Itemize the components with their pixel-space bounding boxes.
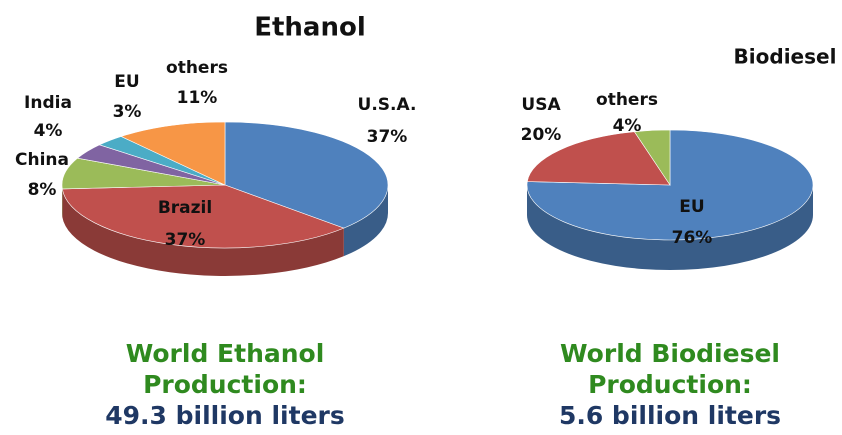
slice-label: others [166,58,228,78]
caption: 5.6 billion liters [559,401,781,430]
slice-value-label: 4% [613,116,642,136]
slice-value-label: 76% [672,228,713,248]
slice-label: China [15,150,69,170]
slice-side [62,188,344,277]
caption: World Biodiesel [560,339,780,368]
slice-value-label: 11% [177,88,218,108]
slice [61,184,345,249]
slice-label: U.S.A. [358,95,417,115]
slice-label: others [596,90,658,110]
chart-title: Ethanol [254,13,366,43]
slice-label: USA [521,95,561,115]
slice-value-label: 20% [521,125,562,145]
slice-label: EU [679,197,704,217]
slice-value-label: 37% [165,230,206,250]
slice-value-label: 37% [367,127,408,147]
caption: 49.3 billion liters [105,401,345,430]
slice-value-label: 3% [113,102,142,122]
slice [526,131,671,186]
slice-value-label: 8% [28,180,57,200]
slice [633,129,671,186]
caption: Production: [588,370,752,399]
caption: World Ethanol [126,339,325,368]
slice-value-label: 4% [34,121,63,141]
slice-side [527,185,813,270]
slice-label: EU [114,72,139,92]
slice-label: Brazil [158,198,212,218]
slice-label: India [24,93,72,113]
slice [224,121,389,229]
caption: Production: [143,370,307,399]
slice [526,129,814,241]
chart-title: Biodiesel [734,45,837,69]
slice-side [343,185,388,257]
slice [120,121,226,186]
